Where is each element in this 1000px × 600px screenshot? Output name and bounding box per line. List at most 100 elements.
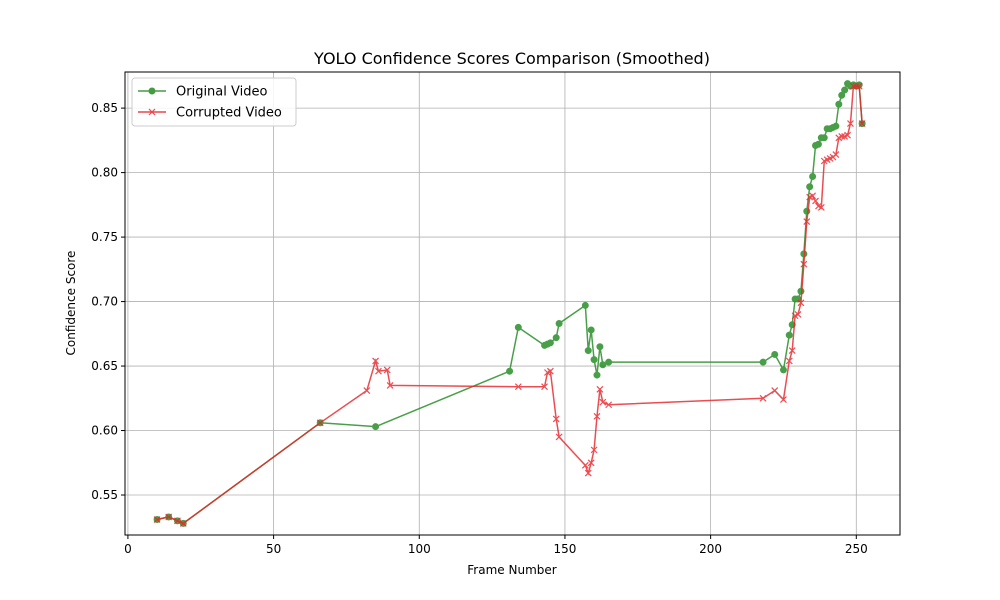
data-point bbox=[785, 357, 793, 365]
legend-label: Original Video bbox=[176, 85, 267, 100]
data-point bbox=[587, 459, 595, 467]
data-point bbox=[165, 513, 173, 521]
data-point bbox=[803, 218, 811, 226]
x-tick-label: 0 bbox=[124, 542, 132, 556]
data-point bbox=[153, 516, 161, 523]
data-point bbox=[788, 347, 796, 354]
series-corrupted bbox=[153, 82, 866, 527]
data-point bbox=[812, 197, 819, 205]
x-tick-label: 250 bbox=[845, 542, 868, 556]
series-original bbox=[153, 80, 866, 527]
data-point bbox=[375, 367, 382, 375]
data-point bbox=[820, 134, 828, 142]
data-point bbox=[838, 133, 846, 140]
data-point bbox=[800, 260, 808, 268]
data-point bbox=[386, 381, 394, 389]
data-point bbox=[581, 301, 589, 309]
data-point bbox=[590, 446, 598, 454]
x-tick-label: 200 bbox=[699, 542, 722, 556]
data-point bbox=[372, 423, 380, 431]
data-point bbox=[514, 323, 522, 331]
data-point bbox=[780, 396, 787, 404]
data-point bbox=[555, 319, 563, 327]
data-point bbox=[541, 383, 548, 391]
data-point bbox=[555, 433, 563, 441]
data-point bbox=[587, 326, 595, 334]
data-point bbox=[858, 120, 866, 128]
ticks: 0 50 100 150 200 250 0.55 0.60 0.65 0.70 0.75 0.80 0… bbox=[91, 101, 867, 556]
data-point bbox=[855, 82, 863, 90]
data-point bbox=[847, 120, 854, 128]
y-tick-label: 0.65 bbox=[91, 359, 118, 373]
data-point bbox=[372, 357, 379, 365]
legend-label: Corrupted Video bbox=[176, 106, 282, 121]
data-point bbox=[174, 517, 181, 525]
grid bbox=[125, 72, 900, 535]
data-point bbox=[363, 387, 371, 394]
data-point bbox=[779, 366, 787, 374]
legend-marker bbox=[148, 108, 156, 116]
y-axis-label: Confidence Score bbox=[64, 251, 78, 356]
data-point bbox=[584, 469, 592, 477]
data-point bbox=[838, 91, 846, 99]
data-point bbox=[596, 385, 604, 393]
legend-item bbox=[138, 108, 166, 116]
data-point bbox=[835, 100, 843, 108]
data-point bbox=[844, 131, 851, 139]
data-point bbox=[605, 358, 613, 366]
data-point bbox=[546, 367, 554, 375]
legend: Original Video Corrupted Video bbox=[131, 77, 297, 127]
data-point bbox=[546, 339, 554, 347]
data-point bbox=[771, 387, 779, 394]
y-tick-label: 0.75 bbox=[91, 230, 118, 244]
data-point bbox=[759, 358, 767, 366]
data-point bbox=[514, 383, 522, 391]
data-point bbox=[605, 401, 613, 409]
data-point bbox=[809, 172, 817, 180]
data-point bbox=[817, 203, 825, 211]
y-tick-label: 0.55 bbox=[91, 488, 118, 502]
y-tick-label: 0.80 bbox=[91, 166, 118, 180]
y-tick-label: 0.60 bbox=[91, 424, 118, 438]
data-point bbox=[316, 419, 324, 427]
data-point bbox=[552, 415, 560, 423]
data-point bbox=[849, 82, 857, 90]
data-point bbox=[599, 361, 607, 369]
x-tick-label: 100 bbox=[408, 542, 431, 556]
data-point bbox=[584, 347, 592, 355]
x-tick-label: 50 bbox=[266, 542, 281, 556]
x-tick-label: 150 bbox=[553, 542, 576, 556]
series-layer bbox=[153, 80, 866, 527]
data-point bbox=[797, 299, 805, 307]
y-tick-label: 0.70 bbox=[91, 295, 118, 309]
data-point bbox=[383, 366, 391, 374]
data-point bbox=[832, 151, 840, 158]
data-point bbox=[596, 343, 604, 351]
data-point bbox=[759, 394, 767, 402]
legend-box bbox=[131, 77, 297, 127]
data-point bbox=[809, 192, 817, 200]
plot-frame bbox=[124, 71, 901, 536]
data-point bbox=[599, 398, 607, 406]
legend-marker bbox=[148, 87, 156, 95]
data-point bbox=[771, 350, 779, 358]
y-tick-label: 0.85 bbox=[91, 101, 118, 115]
data-point bbox=[785, 331, 793, 339]
data-point bbox=[841, 86, 849, 94]
data-point bbox=[590, 356, 598, 364]
data-point bbox=[552, 334, 560, 342]
chart-title: YOLO Confidence Scores Comparison (Smoot… bbox=[313, 49, 710, 68]
data-point bbox=[794, 295, 802, 303]
data-point bbox=[794, 311, 802, 318]
data-point bbox=[852, 82, 860, 90]
data-point bbox=[593, 412, 601, 420]
data-point bbox=[806, 183, 814, 191]
data-point bbox=[179, 519, 187, 527]
data-point bbox=[506, 367, 514, 375]
x-axis-label: Frame Number bbox=[467, 563, 556, 577]
data-point bbox=[593, 371, 601, 379]
legend-item bbox=[138, 87, 166, 95]
data-point bbox=[832, 122, 840, 130]
data-point bbox=[581, 461, 589, 469]
